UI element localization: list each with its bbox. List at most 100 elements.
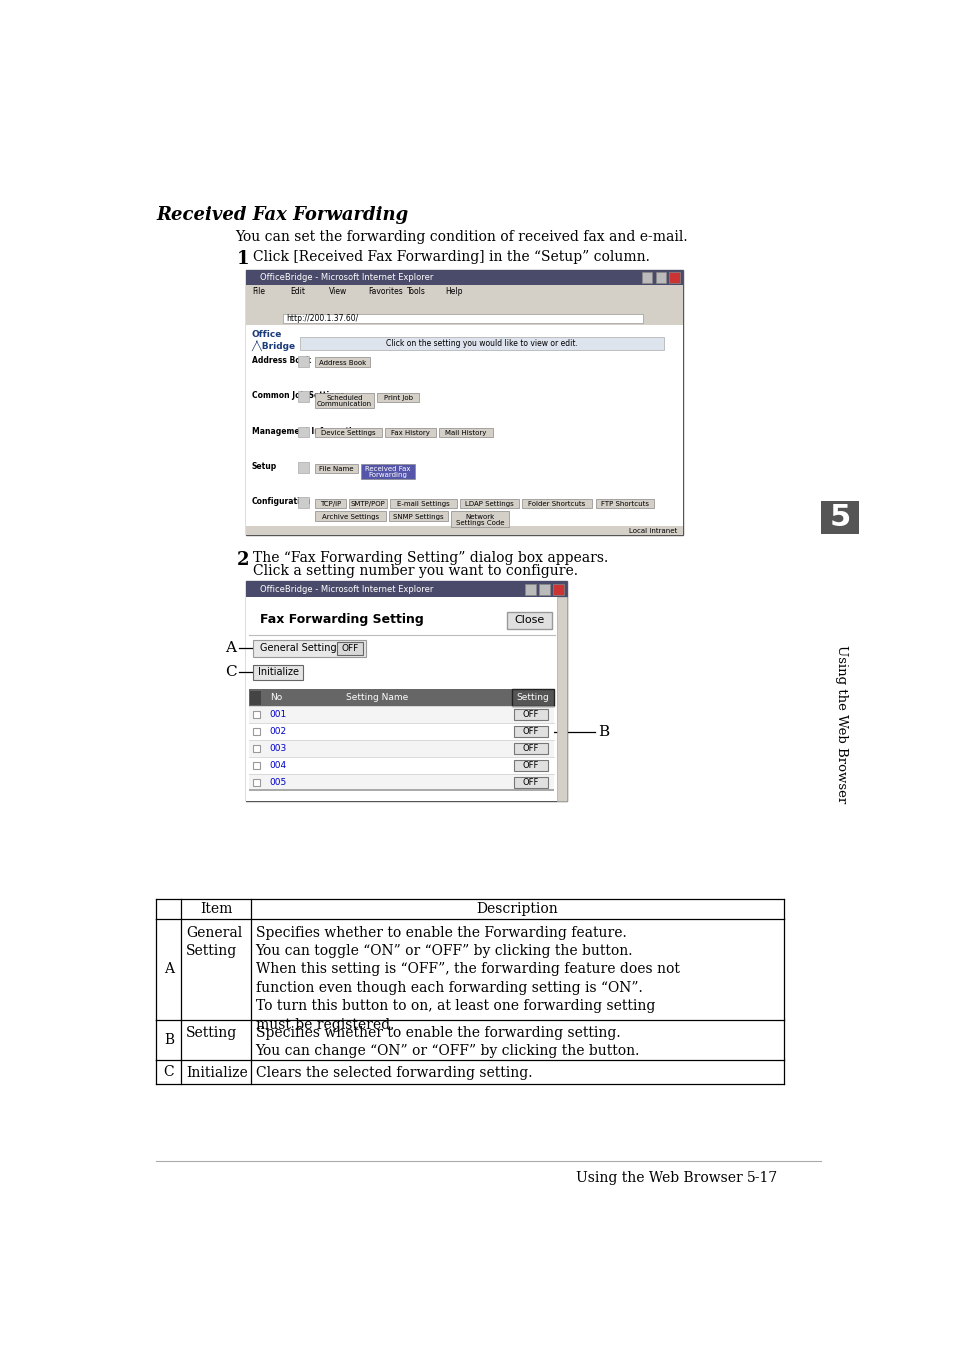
Text: 5-17: 5-17	[746, 1171, 778, 1185]
Text: Fax History: Fax History	[391, 430, 430, 437]
Bar	[315, 357, 370, 367]
Bar	[513, 727, 547, 737]
Bar	[521, 499, 592, 508]
Text: Setting: Setting	[517, 693, 549, 702]
Bar	[298, 497, 309, 508]
Bar	[245, 270, 682, 284]
Bar	[249, 758, 554, 774]
Text: Mail History: Mail History	[445, 430, 486, 437]
Bar	[513, 709, 547, 720]
Text: E-mail Settings: E-mail Settings	[396, 501, 450, 507]
Text: Item: Item	[200, 902, 233, 917]
Text: Initialize: Initialize	[186, 1066, 248, 1080]
Bar	[253, 710, 260, 718]
Bar	[513, 776, 547, 787]
Bar	[249, 790, 554, 791]
Bar	[336, 642, 363, 655]
Text: You can set the forwarding condition of received fax and e-mail.: You can set the forwarding condition of …	[235, 229, 687, 244]
Text: B: B	[598, 725, 609, 739]
Text: File Name: File Name	[319, 466, 354, 472]
Text: Local intranet: Local intranet	[628, 527, 677, 534]
Text: Description: Description	[476, 902, 558, 917]
Bar	[655, 272, 666, 283]
Bar	[315, 392, 374, 408]
Text: Using the Web Browser: Using the Web Browser	[576, 1171, 742, 1185]
Bar	[821, 500, 858, 534]
Bar	[376, 392, 419, 402]
Text: Using the Web Browser: Using the Web Browser	[834, 644, 847, 803]
Text: Network: Network	[465, 514, 495, 519]
Text: C: C	[224, 666, 236, 679]
Bar	[245, 313, 682, 325]
Bar	[298, 426, 309, 437]
Bar	[249, 774, 554, 791]
Bar	[315, 464, 357, 473]
Text: Click a setting number you want to configure.: Click a setting number you want to confi…	[253, 565, 577, 578]
Text: Scheduled: Scheduled	[326, 395, 362, 402]
Text: Fax Forwarding Setting: Fax Forwarding Setting	[259, 613, 423, 627]
Text: SMTP/POP: SMTP/POP	[351, 501, 385, 507]
Text: Device Settings: Device Settings	[321, 430, 375, 437]
Bar	[253, 640, 365, 656]
Bar	[595, 499, 654, 508]
Bar	[249, 706, 554, 723]
Bar	[315, 511, 386, 520]
Text: No: No	[270, 693, 282, 702]
Text: Common Job Settings: Common Job Settings	[252, 391, 344, 400]
Bar	[253, 779, 260, 786]
Text: Print Job: Print Job	[383, 395, 413, 402]
Text: 1: 1	[236, 249, 250, 267]
Text: Close: Close	[514, 615, 544, 625]
Text: Received Fax: Received Fax	[365, 466, 411, 472]
Text: LDAP Settings: LDAP Settings	[464, 501, 514, 507]
Text: A: A	[164, 962, 173, 976]
Text: 002: 002	[270, 727, 287, 736]
Bar	[249, 723, 554, 740]
Text: General Setting :: General Setting :	[259, 643, 342, 654]
Text: Received Fax Forwarding: Received Fax Forwarding	[156, 206, 408, 224]
Text: Archive Settings: Archive Settings	[322, 514, 379, 519]
Bar	[249, 689, 554, 706]
Bar	[245, 597, 567, 801]
Bar	[525, 584, 536, 594]
Text: Setting Name: Setting Name	[346, 693, 408, 702]
Bar	[389, 511, 447, 520]
Bar	[245, 581, 567, 801]
Bar	[245, 284, 682, 298]
Bar	[298, 462, 309, 473]
Text: Tools: Tools	[406, 287, 425, 295]
Text: Edit: Edit	[291, 287, 305, 295]
Text: TCP/IP: TCP/IP	[319, 501, 341, 507]
Text: Help: Help	[445, 287, 462, 295]
Text: Folder Shortcuts: Folder Shortcuts	[528, 501, 585, 507]
Bar	[451, 511, 509, 527]
Text: 5: 5	[828, 503, 850, 532]
Bar	[390, 499, 456, 508]
Bar	[557, 597, 567, 801]
Bar	[513, 743, 547, 754]
Text: http://200.1.37.60/: http://200.1.37.60/	[286, 314, 357, 324]
Text: Click [Received Fax Forwarding] in the “Setup” column.: Click [Received Fax Forwarding] in the “…	[253, 249, 649, 264]
Text: OfficeBridge - Microsoft Internet Explorer: OfficeBridge - Microsoft Internet Explor…	[259, 585, 433, 593]
Bar	[298, 391, 309, 402]
Bar	[250, 690, 261, 705]
Bar	[245, 298, 682, 313]
Text: OFF: OFF	[522, 778, 538, 787]
Bar	[315, 429, 381, 437]
Bar	[282, 314, 642, 324]
Text: 003: 003	[269, 744, 287, 754]
Text: Specifies whether to enable the Forwarding feature.
You can toggle “ON” or “OFF”: Specifies whether to enable the Forwardi…	[255, 926, 679, 1031]
Text: A: A	[225, 642, 236, 655]
Bar	[253, 762, 260, 770]
Text: 001: 001	[269, 710, 287, 718]
Text: File: File	[252, 287, 265, 295]
Text: Office
╱╲Bridge: Office ╱╲Bridge	[252, 330, 295, 350]
Bar	[360, 464, 415, 479]
Bar	[506, 612, 551, 630]
Text: View: View	[329, 287, 347, 295]
Text: OFF: OFF	[522, 710, 538, 718]
Text: C: C	[163, 1065, 174, 1078]
Text: 005: 005	[269, 778, 287, 787]
Bar	[438, 429, 493, 437]
Text: FTP Shortcuts: FTP Shortcuts	[600, 501, 648, 507]
